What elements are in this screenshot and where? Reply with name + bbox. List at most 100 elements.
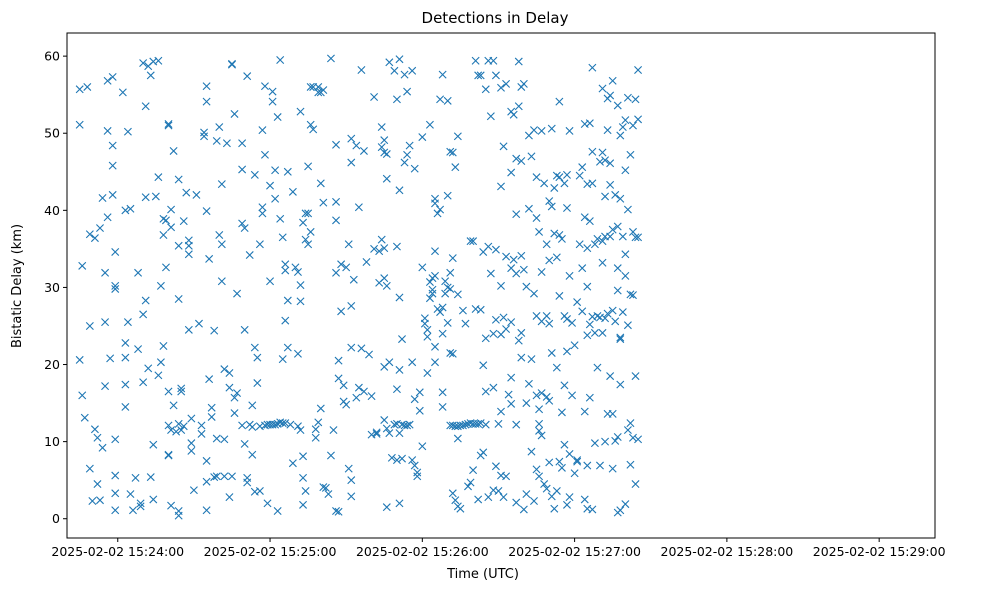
- data-point: [392, 242, 401, 251]
- data-point: [552, 253, 561, 262]
- data-point: [215, 123, 224, 132]
- data-point: [618, 232, 627, 241]
- x-axis: 2025-02-02 15:24:00 2025-02-02 15:25:00 20…: [51, 538, 946, 559]
- data-point: [474, 419, 483, 428]
- data-point: [601, 156, 610, 165]
- data-point: [136, 499, 145, 508]
- data-point: [238, 219, 247, 228]
- data-point: [352, 141, 361, 150]
- data-point: [519, 265, 528, 274]
- data-point: [177, 426, 186, 435]
- data-point: [578, 163, 587, 172]
- data-point: [314, 418, 323, 427]
- data-point: [332, 216, 341, 225]
- data-point: [227, 472, 236, 481]
- data-point: [436, 308, 445, 317]
- data-point: [255, 240, 264, 249]
- y-tick-label: 0: [52, 511, 60, 526]
- data-point: [547, 202, 556, 211]
- data-point: [413, 472, 422, 481]
- data-point: [491, 245, 500, 254]
- data-point: [131, 473, 140, 482]
- data-point: [405, 141, 414, 150]
- data-point: [497, 83, 505, 92]
- data-point: [542, 484, 551, 493]
- data-point: [202, 82, 211, 91]
- data-point: [395, 55, 404, 64]
- data-point: [532, 391, 541, 400]
- data-point: [90, 425, 99, 434]
- data-point: [167, 501, 176, 510]
- data-point: [540, 480, 549, 489]
- data-point: [101, 382, 110, 391]
- data-point: [309, 125, 318, 134]
- data-point: [583, 282, 592, 291]
- data-point: [588, 147, 597, 156]
- data-point: [205, 254, 214, 263]
- data-point: [446, 348, 455, 357]
- data-point: [314, 88, 323, 97]
- x-tick-label: 2025-02-02 15:24:00: [51, 544, 184, 559]
- data-point: [542, 311, 551, 320]
- data-point: [601, 192, 610, 201]
- data-point: [347, 301, 356, 310]
- data-point: [385, 58, 394, 67]
- data-point: [499, 142, 508, 151]
- data-point: [212, 472, 221, 481]
- data-point: [174, 511, 183, 520]
- data-point: [123, 318, 132, 327]
- data-point: [504, 390, 513, 399]
- data-point: [382, 150, 391, 159]
- data-point: [352, 393, 361, 402]
- data-point: [169, 146, 178, 155]
- data-point: [319, 483, 328, 492]
- data-point: [446, 268, 455, 277]
- data-point: [555, 457, 564, 466]
- data-point: [613, 222, 622, 231]
- data-point: [598, 148, 607, 157]
- data-point: [631, 480, 640, 489]
- data-point: [83, 82, 92, 91]
- data-point: [433, 209, 442, 218]
- data-point: [217, 240, 226, 249]
- data-point: [489, 329, 498, 338]
- data-point: [552, 486, 561, 495]
- data-point: [461, 319, 470, 328]
- data-point: [618, 308, 627, 317]
- data-point: [306, 227, 315, 236]
- data-point: [598, 237, 607, 246]
- data-point: [301, 486, 310, 495]
- data-point: [537, 389, 546, 398]
- data-point: [359, 146, 368, 155]
- data-point: [514, 57, 523, 66]
- data-point: [370, 93, 379, 101]
- data-point: [243, 478, 252, 487]
- data-point: [179, 217, 188, 226]
- data-point: [385, 358, 394, 367]
- data-point: [458, 421, 467, 430]
- data-point: [390, 66, 399, 75]
- data-point: [507, 399, 516, 408]
- data-point: [562, 204, 571, 213]
- data-point: [535, 472, 544, 481]
- data-point: [616, 506, 625, 515]
- data-point: [98, 194, 107, 202]
- data-point: [268, 97, 277, 106]
- data-point: [623, 93, 632, 102]
- data-point: [189, 486, 198, 495]
- data-point: [164, 451, 173, 460]
- data-point: [296, 107, 305, 116]
- data-point: [339, 381, 348, 390]
- data-point: [601, 437, 610, 446]
- data-point: [375, 247, 384, 256]
- data-point: [281, 266, 290, 275]
- data-point: [337, 260, 346, 269]
- data-point: [611, 190, 620, 199]
- data-point: [354, 203, 363, 212]
- data-point: [535, 419, 544, 428]
- data-point: [502, 252, 511, 261]
- data-point: [161, 216, 170, 225]
- data-point: [149, 440, 158, 449]
- data-point: [266, 181, 275, 190]
- data-point: [578, 307, 587, 316]
